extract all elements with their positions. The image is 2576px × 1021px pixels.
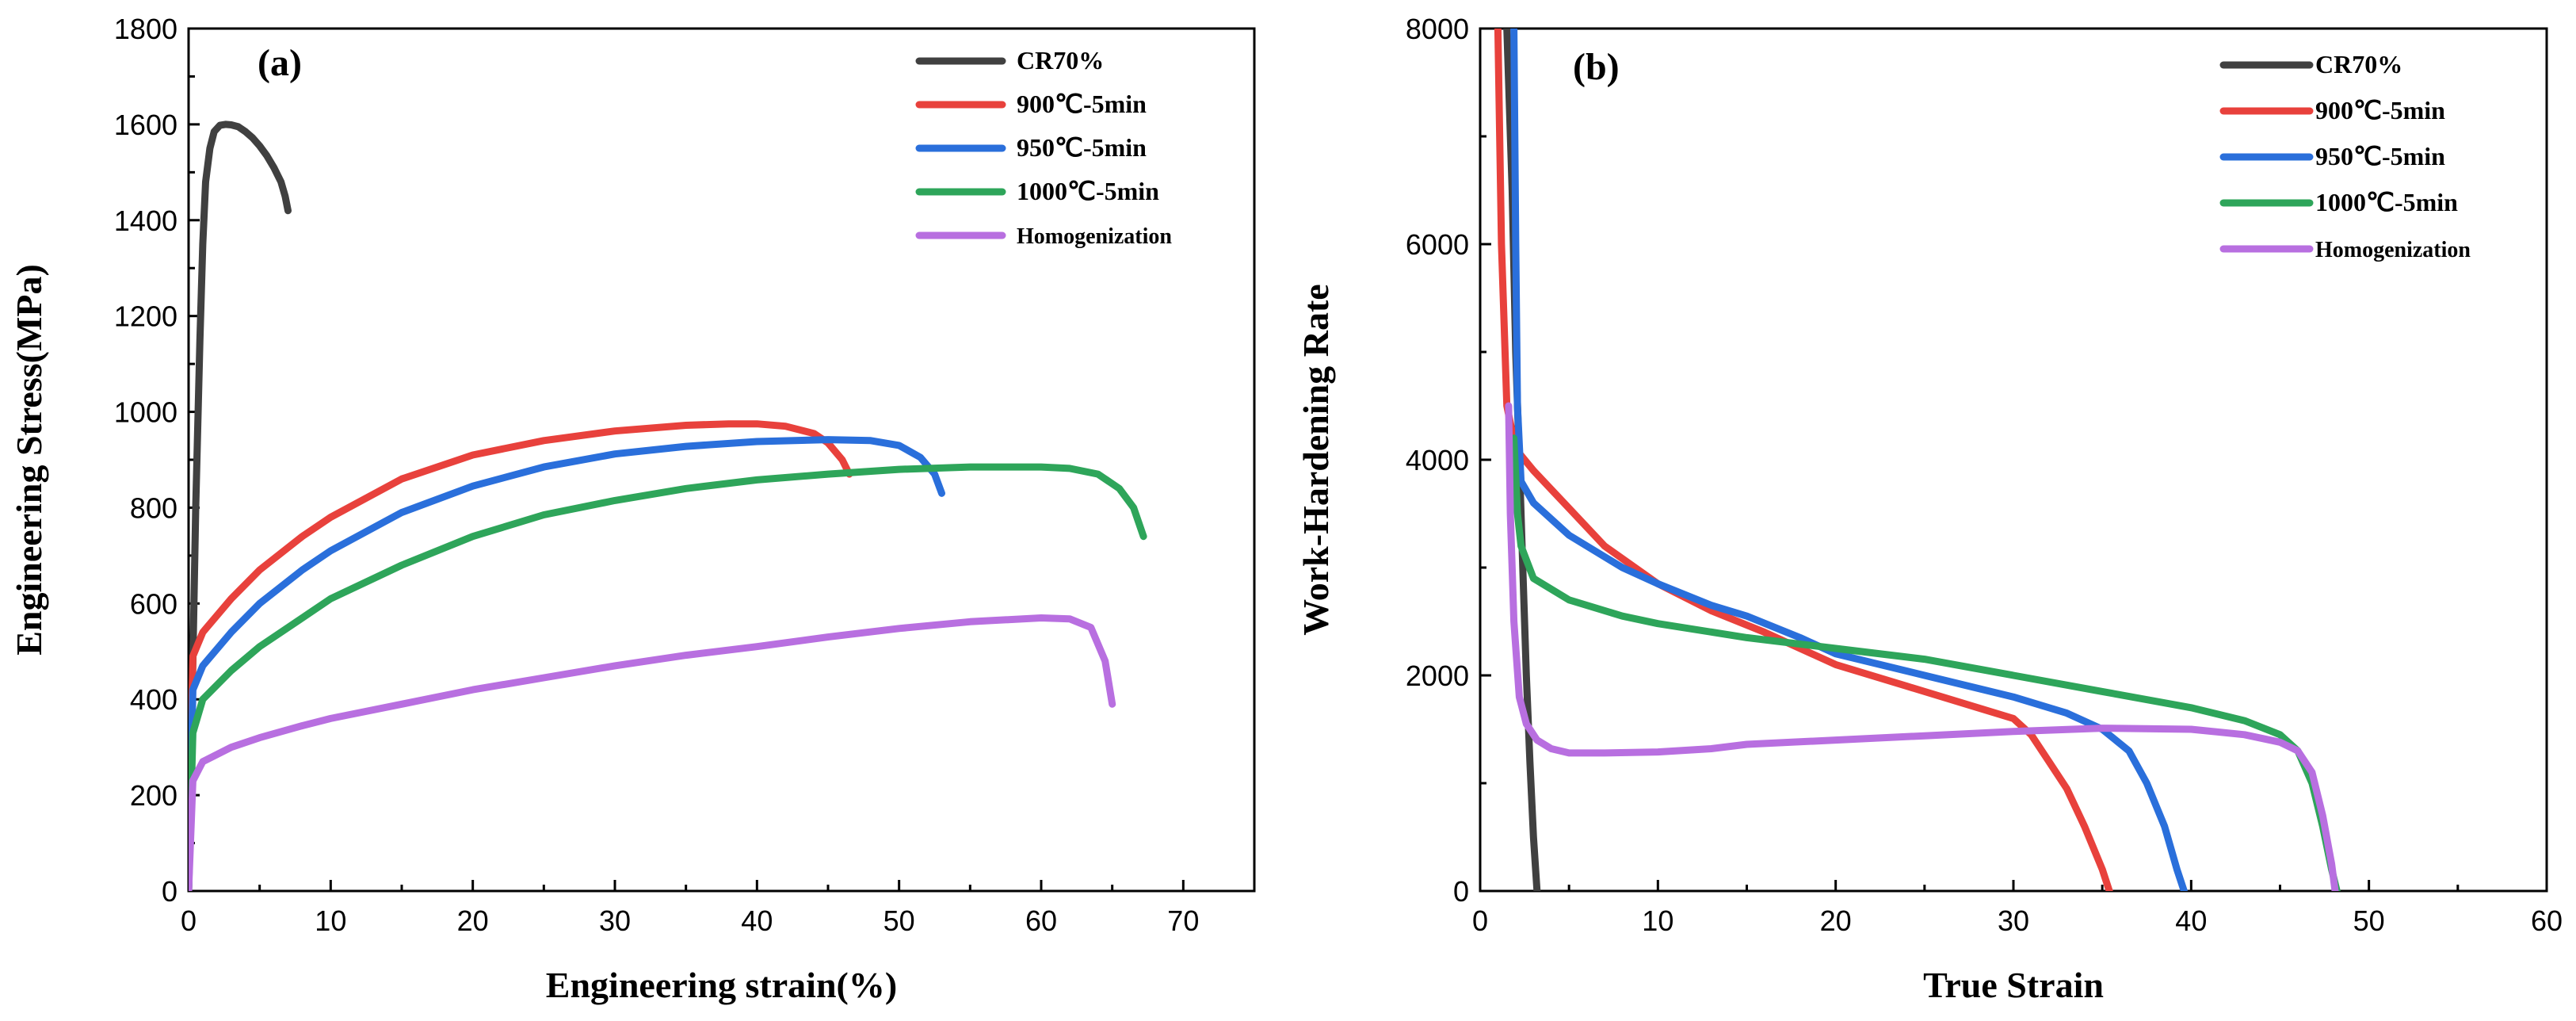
series-line-a-0 xyxy=(189,120,292,891)
y-tick-label-b: 8000 xyxy=(1406,13,1469,45)
x-tick-label-b: 20 xyxy=(1820,904,1852,937)
y-tick-label-a: 600 xyxy=(130,587,177,620)
legend-label-a-1: 900℃-5min xyxy=(1017,90,1147,118)
panel-b: 0 10 20 30 40 50 60 0 2000 4000 6000 8000 True Strai… xyxy=(1296,13,2563,1005)
x-tick-label-a: 0 xyxy=(181,904,197,937)
series-lines-b xyxy=(1494,29,2341,891)
y-tick-label-a: 0 xyxy=(162,875,177,908)
series-line-a-4 xyxy=(189,614,1116,891)
series-line-b-4 xyxy=(1505,402,2339,891)
legend-label-a-4: Homogenization xyxy=(1017,224,1172,249)
x-tick-label-a: 10 xyxy=(315,904,346,937)
y-axis-title-a: Engineering Stress(MPa) xyxy=(9,264,49,656)
x-tick-label-a: 20 xyxy=(457,904,489,937)
legend-label-b-1: 900℃-5min xyxy=(2315,96,2445,124)
legend-label-a-3: 1000℃-5min xyxy=(1017,177,1159,205)
x-tick-label-b: 0 xyxy=(1472,904,1488,937)
x-tick-label-b: 10 xyxy=(1642,904,1673,937)
x-axis-title-a: Engineering strain(%) xyxy=(546,965,897,1005)
x-tick-label-a: 70 xyxy=(1167,904,1199,937)
x-tick-label-a: 30 xyxy=(599,904,631,937)
x-tick-label-b: 60 xyxy=(2531,904,2563,937)
y-tick-label-a: 1400 xyxy=(114,205,177,237)
series-line-a-1 xyxy=(189,420,853,891)
y-tick-label-a: 1600 xyxy=(114,109,177,141)
legend-label-a-0: CR70% xyxy=(1017,46,1104,75)
series-line-a-3 xyxy=(189,463,1147,891)
legend-label-a-2: 950℃-5min xyxy=(1017,133,1147,162)
legend-label-b-2: 950℃-5min xyxy=(2315,142,2445,170)
x-tick-label-a: 40 xyxy=(741,904,773,937)
series-line-b-1 xyxy=(1494,29,2113,891)
series-line-b-3 xyxy=(1510,434,2341,891)
y-tick-label-b: 2000 xyxy=(1406,660,1469,692)
y-axis-title-b: Work-Hardening Rate xyxy=(1296,284,1336,635)
series-line-b-2 xyxy=(1510,29,2188,891)
legend-label-b-4: Homogenization xyxy=(2315,238,2471,262)
x-tick-label-a: 60 xyxy=(1025,904,1057,937)
y-tick-label-b: 0 xyxy=(1453,875,1469,908)
panel-label-a: (a) xyxy=(258,42,302,84)
y-tick-label-a: 1200 xyxy=(114,300,177,333)
y-tick-label-b: 4000 xyxy=(1406,444,1469,476)
y-tick-label-b: 6000 xyxy=(1406,228,1469,261)
legend-label-b-3: 1000℃-5min xyxy=(2315,188,2458,216)
series-line-a-2 xyxy=(189,436,945,891)
x-tick-label-b: 30 xyxy=(1998,904,2029,937)
panel-label-b: (b) xyxy=(1573,46,1620,88)
y-tick-label-a: 1800 xyxy=(114,13,177,45)
x-axis-title-b: True Strain xyxy=(1923,965,2104,1005)
y-tick-label-a: 800 xyxy=(130,491,177,524)
x-tick-label-a: 50 xyxy=(883,904,915,937)
series-lines-a xyxy=(189,120,1147,891)
x-tick-label-b: 50 xyxy=(2353,904,2385,937)
y-tick-label-a: 1000 xyxy=(114,396,177,429)
y-tick-label-a: 400 xyxy=(130,683,177,716)
legend-label-b-0: CR70% xyxy=(2315,50,2402,78)
y-tick-label-a: 200 xyxy=(130,779,177,812)
panel-a: 0 10 20 30 40 50 60 70 0 200 400 600 800 1000 1200 1400… xyxy=(9,13,1256,1005)
x-tick-label-b: 40 xyxy=(2175,904,2207,937)
